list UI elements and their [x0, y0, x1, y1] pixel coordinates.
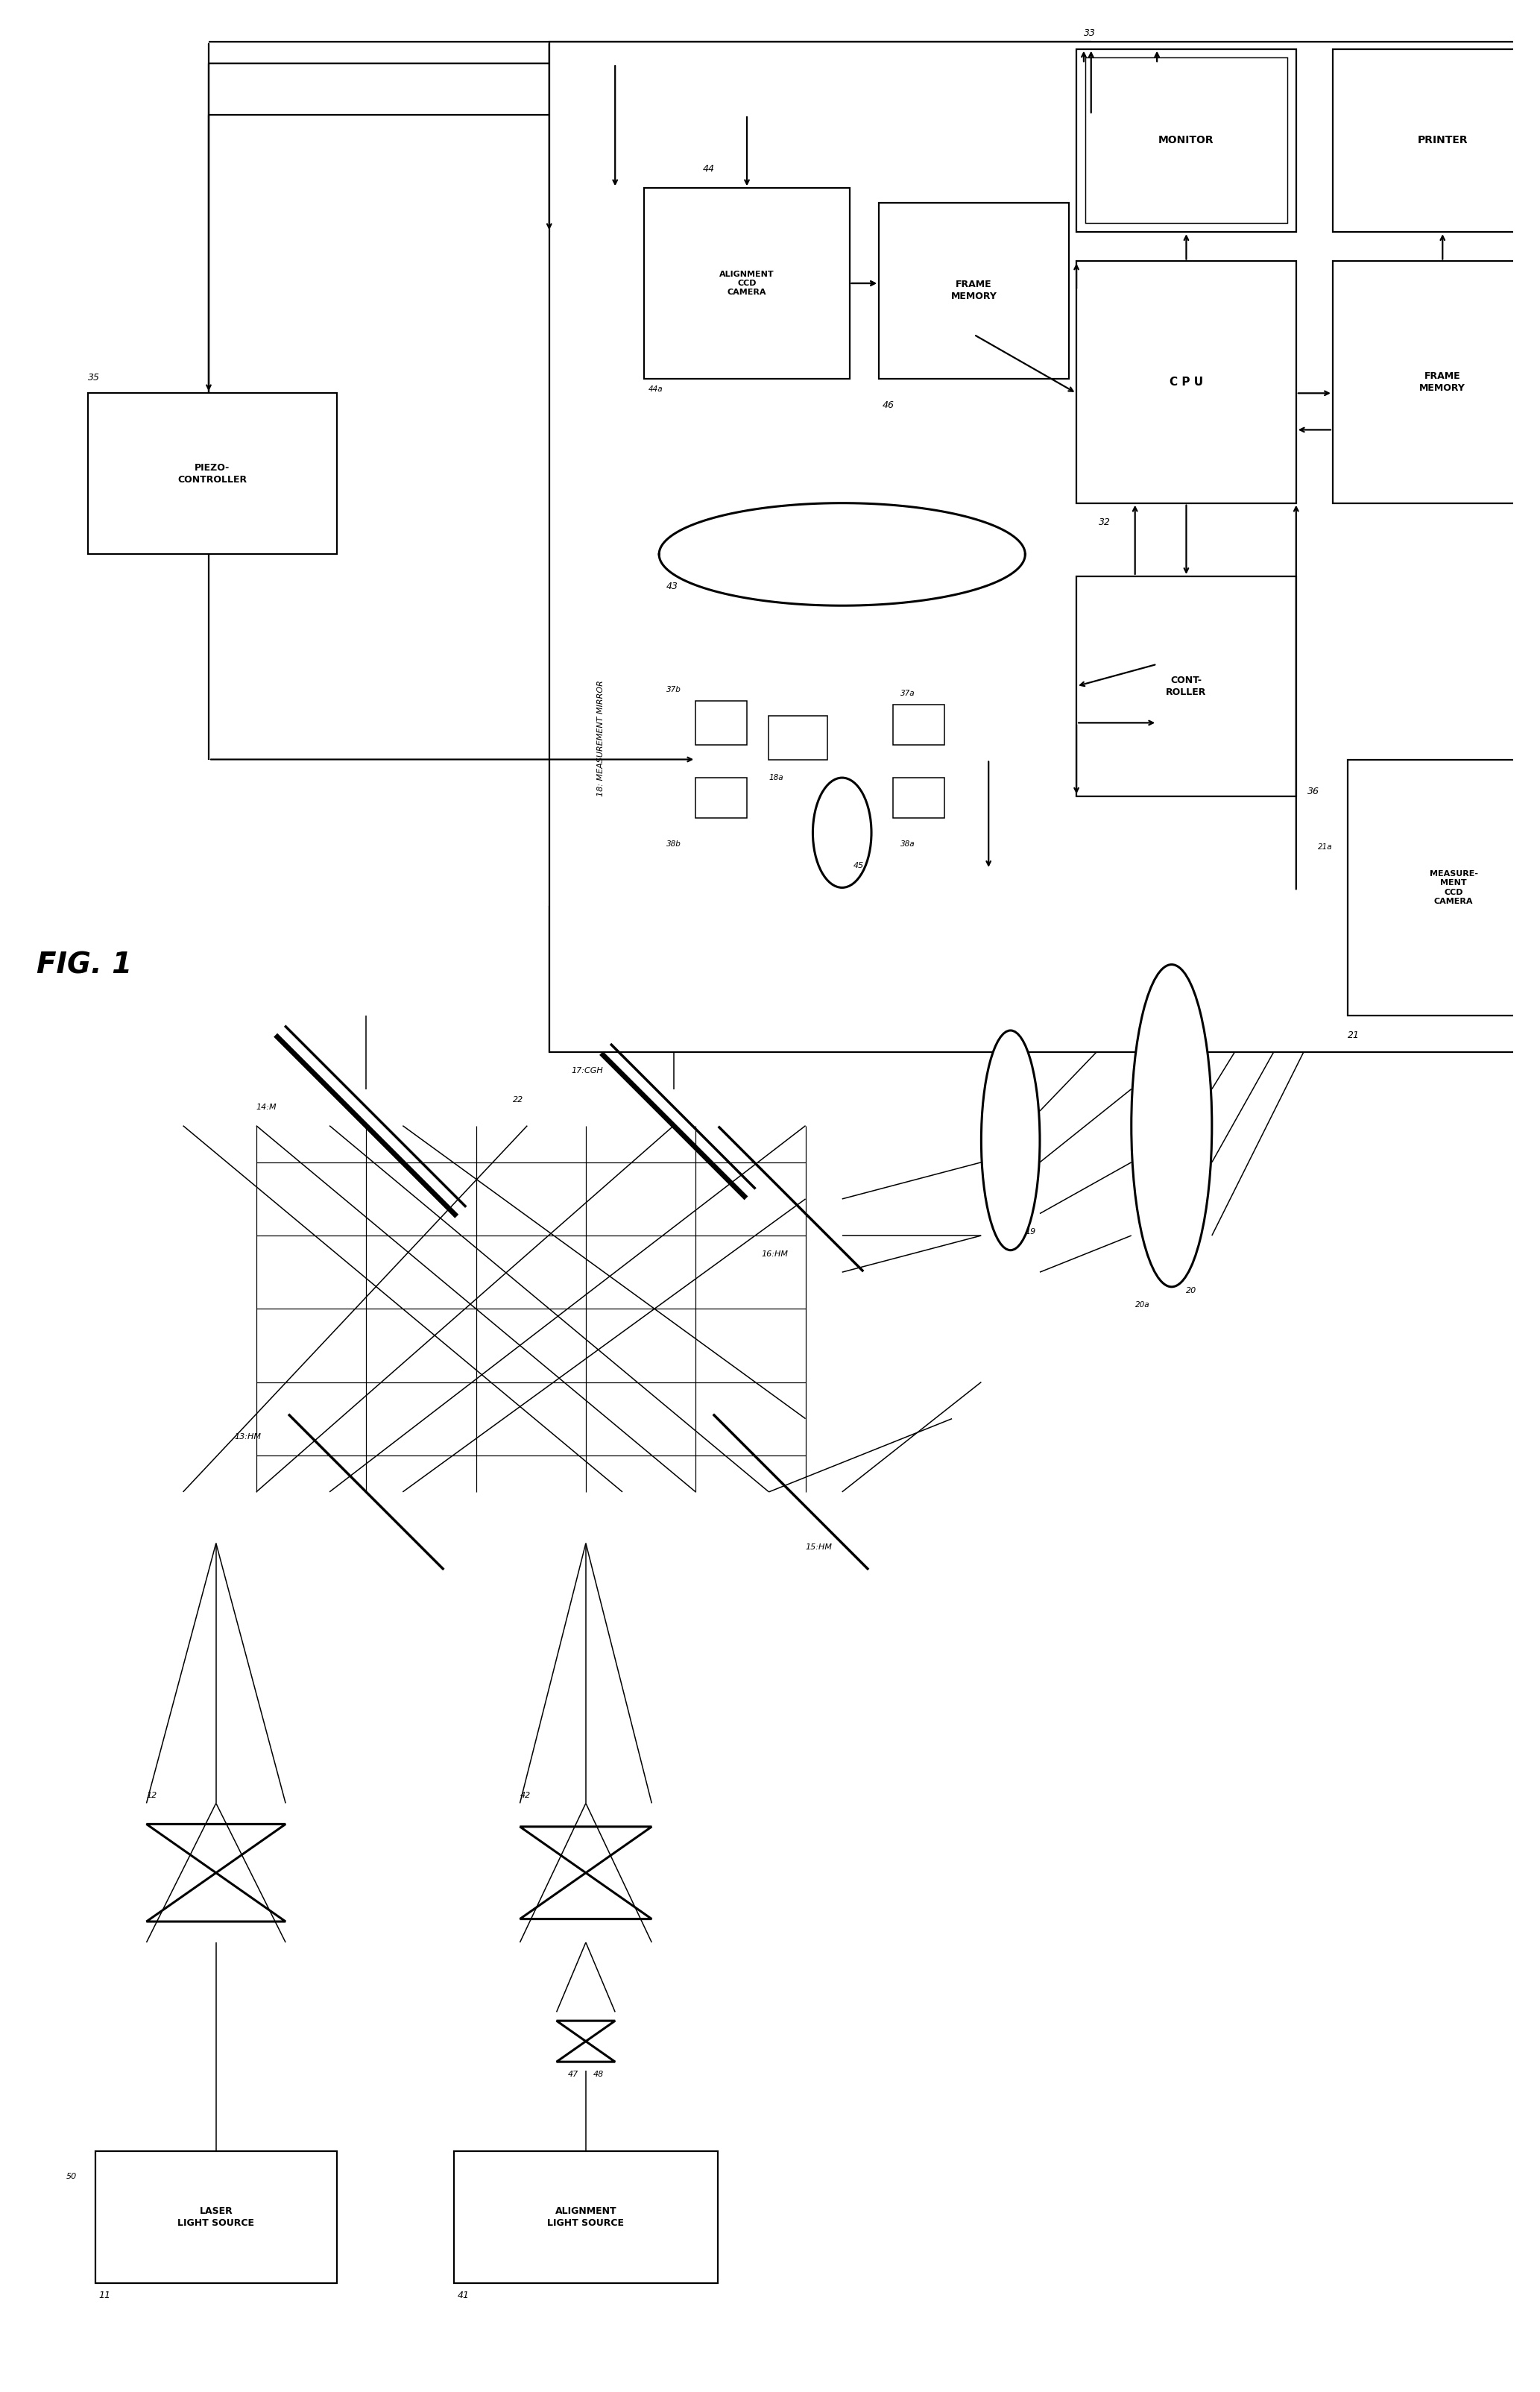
Text: 38b: 38b: [667, 840, 681, 847]
Bar: [893, 706, 944, 744]
Text: 35: 35: [88, 373, 100, 383]
Text: MEASURE-
MENT
CCD
CAMERA: MEASURE- MENT CCD CAMERA: [1429, 871, 1478, 904]
Text: 20: 20: [1186, 1287, 1197, 1294]
Bar: [696, 701, 747, 744]
Text: 45: 45: [853, 861, 864, 868]
Text: 38a: 38a: [901, 840, 915, 847]
Text: C P U: C P U: [1169, 376, 1203, 388]
Text: 50: 50: [66, 2172, 77, 2182]
Bar: [550, 41, 1538, 1052]
Bar: [879, 203, 1069, 378]
Text: PRINTER: PRINTER: [1417, 136, 1468, 146]
Text: 13:HM: 13:HM: [234, 1433, 262, 1440]
Text: 22: 22: [513, 1096, 524, 1103]
Text: 44a: 44a: [648, 385, 662, 392]
Text: FRAME
MEMORY: FRAME MEMORY: [1420, 371, 1466, 392]
Bar: [1076, 576, 1297, 797]
Text: LASER
LIGHT SOURCE: LASER LIGHT SOURCE: [177, 2205, 254, 2227]
Text: 36: 36: [1307, 787, 1320, 797]
Bar: [95, 2150, 337, 2282]
Text: 21: 21: [1348, 1031, 1360, 1041]
Bar: [644, 189, 850, 378]
Text: ALIGNMENT
LIGHT SOURCE: ALIGNMENT LIGHT SOURCE: [547, 2205, 624, 2227]
Text: 15:HM: 15:HM: [805, 1543, 832, 1550]
Text: 33: 33: [1084, 29, 1095, 38]
Text: 41: 41: [457, 2292, 470, 2301]
Bar: [768, 715, 827, 758]
Bar: [1086, 57, 1287, 222]
Ellipse shape: [813, 777, 872, 887]
Text: PIEZO-
CONTROLLER: PIEZO- CONTROLLER: [177, 464, 246, 486]
Text: ALIGNMENT
CCD
CAMERA: ALIGNMENT CCD CAMERA: [719, 270, 775, 297]
Text: 37b: 37b: [667, 687, 681, 694]
Text: 20a: 20a: [1135, 1301, 1150, 1308]
Bar: [1348, 758, 1540, 1017]
Text: 32: 32: [1098, 517, 1110, 526]
Bar: [1332, 48, 1540, 232]
Text: 16:HM: 16:HM: [762, 1251, 788, 1258]
Bar: [1076, 48, 1297, 232]
Text: MONITOR: MONITOR: [1158, 136, 1214, 146]
Text: 18a: 18a: [768, 775, 784, 782]
Ellipse shape: [1132, 964, 1212, 1287]
Text: 44: 44: [702, 163, 715, 175]
Text: 37a: 37a: [901, 689, 915, 696]
Bar: [893, 777, 944, 818]
Text: 17:CGH: 17:CGH: [571, 1067, 604, 1074]
Ellipse shape: [981, 1031, 1040, 1251]
Text: CONT-
ROLLER: CONT- ROLLER: [1166, 675, 1206, 696]
Text: 14:M: 14:M: [256, 1103, 277, 1110]
Text: 19: 19: [1026, 1227, 1036, 1237]
Text: 46: 46: [882, 399, 895, 409]
Bar: [1076, 261, 1297, 502]
Text: FRAME
MEMORY: FRAME MEMORY: [950, 280, 996, 301]
Text: 48: 48: [593, 2071, 604, 2079]
Text: 11: 11: [99, 2292, 111, 2301]
Text: 21a: 21a: [1318, 844, 1332, 852]
Text: 43: 43: [667, 581, 678, 591]
Text: 18: MEASUREMENT MIRROR: 18: MEASUREMENT MIRROR: [598, 679, 604, 797]
Text: 12: 12: [146, 1792, 157, 1799]
Bar: [1332, 261, 1540, 502]
Bar: [454, 2150, 718, 2282]
Bar: [696, 777, 747, 818]
Bar: [88, 392, 337, 555]
Text: 42: 42: [521, 1792, 530, 1799]
Text: 47: 47: [568, 2071, 579, 2079]
Text: FIG. 1: FIG. 1: [37, 952, 132, 978]
